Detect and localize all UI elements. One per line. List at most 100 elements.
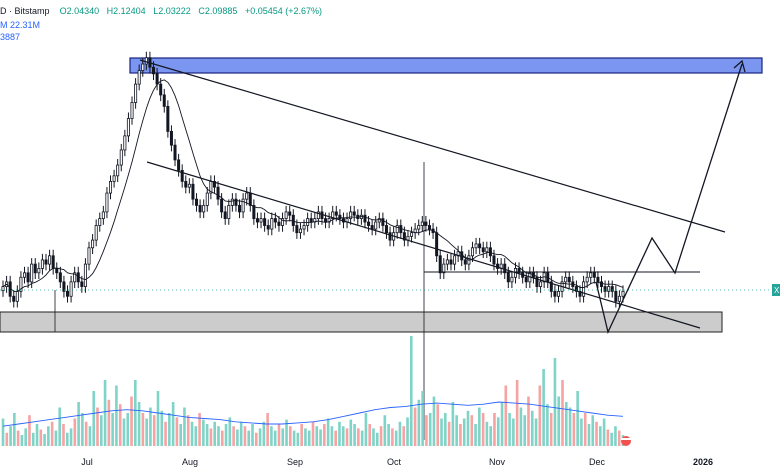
volume-bar xyxy=(610,432,613,446)
candle-body xyxy=(599,281,604,287)
volume-bar xyxy=(137,402,141,446)
candle-body xyxy=(449,259,453,265)
candle-body xyxy=(377,218,381,223)
volume-bar xyxy=(62,424,65,446)
volume-bar xyxy=(304,428,307,446)
volume-bar xyxy=(485,421,489,446)
candle-body xyxy=(539,281,543,287)
candle-body xyxy=(109,181,113,194)
candle-body xyxy=(549,281,553,292)
volume-bar xyxy=(599,426,602,446)
candle-body xyxy=(510,276,514,283)
candle-body xyxy=(230,198,234,206)
candle-body xyxy=(33,263,37,274)
volume-bar xyxy=(99,415,103,446)
volume-bar xyxy=(391,428,394,446)
volume-bar xyxy=(470,415,474,446)
candle-body xyxy=(488,247,492,257)
volume-bar xyxy=(617,430,621,446)
volume-bar xyxy=(353,424,356,446)
candle-body xyxy=(227,205,231,219)
candle-body xyxy=(266,225,270,230)
volume-bar xyxy=(383,415,387,446)
volume-bar xyxy=(186,415,190,446)
volume-bar xyxy=(428,413,432,446)
x-tick-label: 2026 xyxy=(693,457,713,467)
price-axis-tag-label: X xyxy=(774,286,780,295)
volume-bar xyxy=(436,404,440,446)
volume-bar xyxy=(417,399,421,446)
volume-bar xyxy=(432,396,436,446)
candle-body xyxy=(453,255,457,265)
candle-body xyxy=(363,214,367,223)
volume-bar xyxy=(9,426,12,446)
candle-body xyxy=(177,159,181,171)
candle-body xyxy=(134,83,138,103)
volume-bar xyxy=(349,419,353,446)
volume-bar xyxy=(168,413,171,446)
candle-body xyxy=(535,276,539,287)
candle-body xyxy=(80,281,84,287)
volume-bar xyxy=(311,421,315,446)
volume-bar xyxy=(202,419,205,446)
volume-bar xyxy=(270,426,273,446)
volume-bar xyxy=(591,415,595,446)
volume-bar xyxy=(481,413,485,446)
volume-bar xyxy=(387,424,390,446)
volume-bar xyxy=(406,417,409,446)
volume-bar xyxy=(542,369,545,446)
volume-bar xyxy=(118,404,122,446)
candle-body xyxy=(69,281,73,297)
volume-bar xyxy=(258,428,262,446)
high-value: H2.12404 xyxy=(106,6,146,16)
candle-body xyxy=(91,239,95,249)
volume-bar xyxy=(39,429,43,446)
volume-bar xyxy=(243,426,247,446)
volume-bar xyxy=(451,402,455,446)
candle-body xyxy=(617,295,621,302)
candle-body xyxy=(610,286,614,292)
volume-bar xyxy=(58,407,62,446)
volume-bar xyxy=(198,413,201,446)
volume-bar xyxy=(285,419,288,446)
candle-body xyxy=(48,255,52,265)
candle-body xyxy=(470,247,474,257)
candle-body xyxy=(184,181,188,188)
candle-body xyxy=(205,192,209,206)
candle-body xyxy=(195,198,199,206)
volume-bar xyxy=(307,430,311,446)
volume-bar xyxy=(614,426,617,446)
candle-body xyxy=(51,255,55,269)
volume-bar xyxy=(28,415,31,446)
volume-bar xyxy=(372,428,375,446)
candle-body xyxy=(474,243,478,249)
low-value: L2.03222 xyxy=(153,6,191,16)
x-tick-label: Jul xyxy=(81,457,93,467)
volume-bar xyxy=(247,430,251,446)
volume-bar xyxy=(583,413,587,446)
volume-bar xyxy=(179,424,182,446)
volume-bar xyxy=(96,407,99,446)
volume-bar xyxy=(421,391,424,446)
candle-body xyxy=(173,144,177,161)
volume-bar xyxy=(364,413,368,446)
candle-body xyxy=(270,218,274,230)
candle-body xyxy=(334,211,338,216)
volume-bar xyxy=(338,421,341,446)
candle-body xyxy=(316,211,320,219)
candle-body xyxy=(410,232,414,237)
volume-bar xyxy=(281,428,285,446)
candle-body xyxy=(19,276,23,292)
volume-bar xyxy=(190,421,194,446)
candle-body xyxy=(98,218,102,226)
volume-bar xyxy=(504,385,508,446)
volume-bar xyxy=(409,336,413,446)
volume-bar xyxy=(92,391,96,446)
candle-body xyxy=(517,268,521,274)
price-axis-tag-bg xyxy=(772,284,780,296)
candle-body xyxy=(130,102,134,119)
candle-body xyxy=(277,221,281,226)
support-zone xyxy=(0,311,723,333)
volume-bar xyxy=(440,418,443,446)
volume-bar xyxy=(20,435,24,446)
